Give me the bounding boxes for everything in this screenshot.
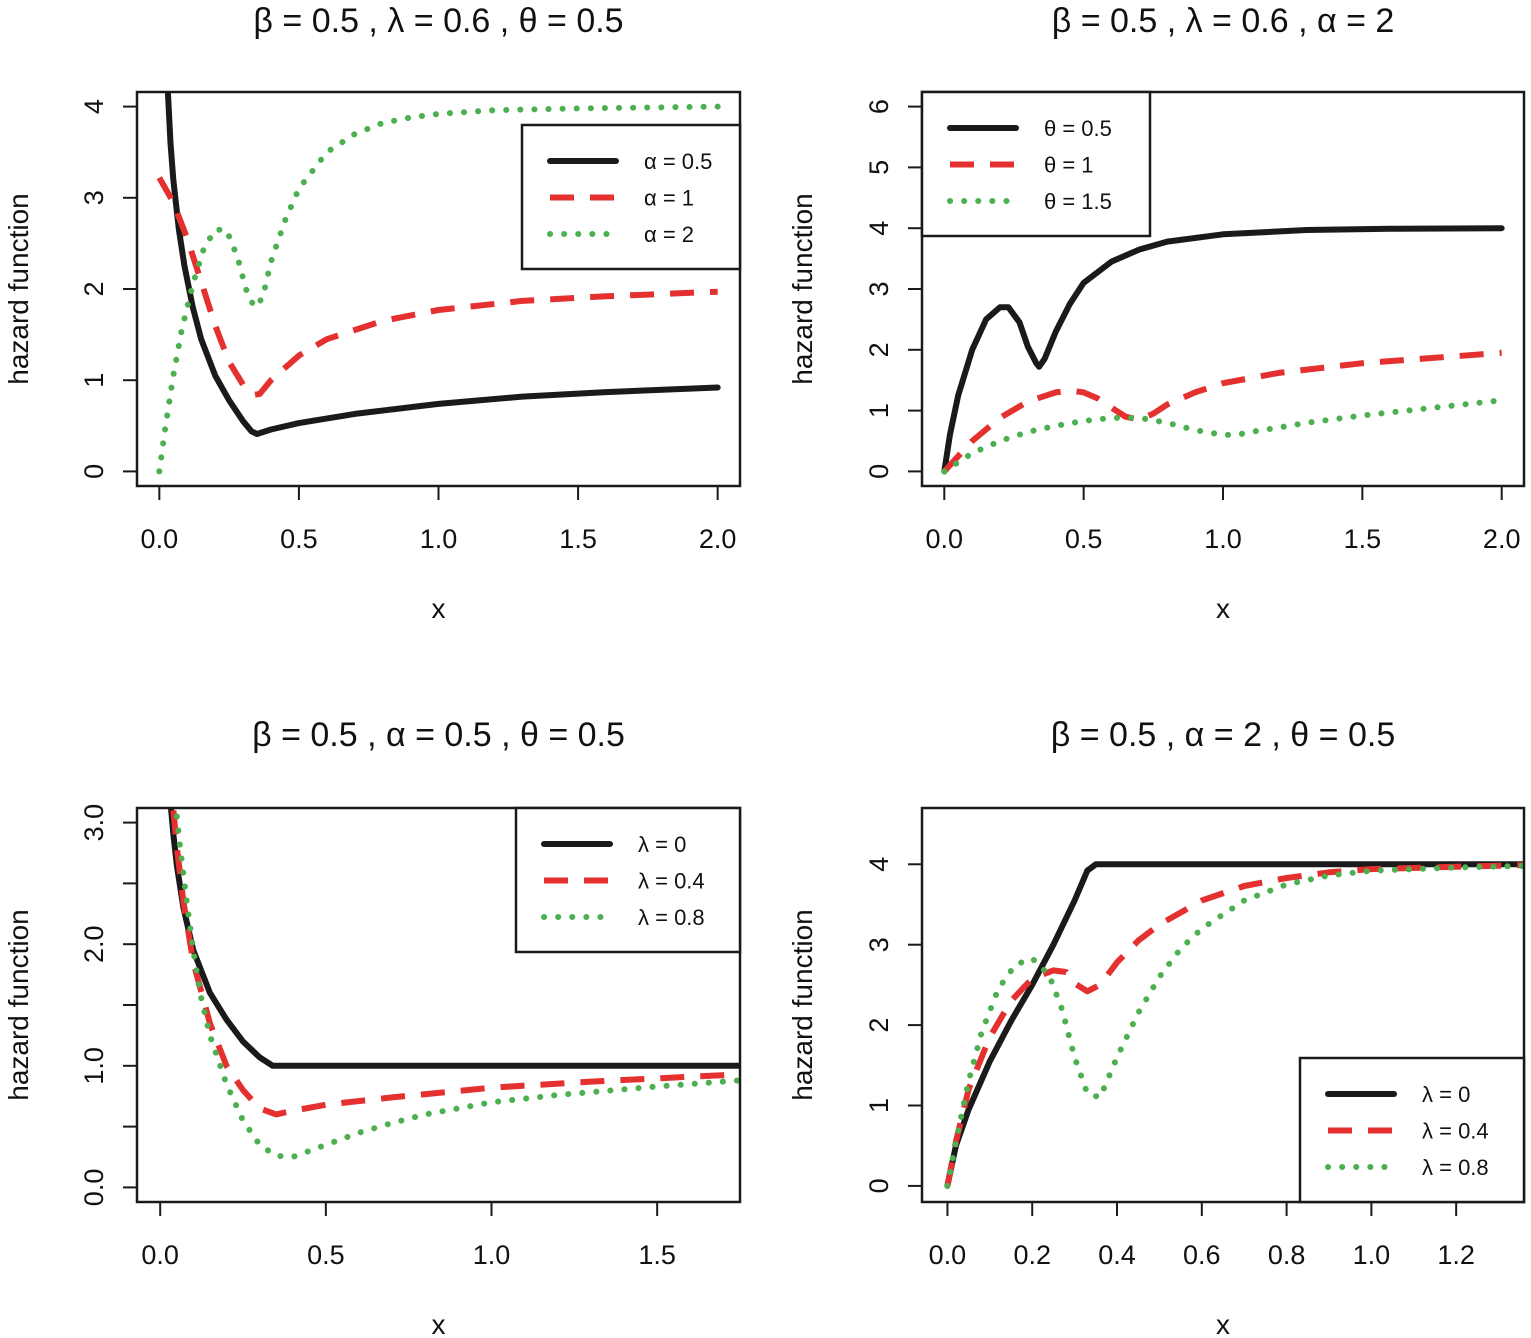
chart-title: β = 0.5 , α = 2 , θ = 0.5 [1051, 716, 1395, 754]
panel-bottom-right: β = 0.5 , α = 2 , θ = 0.5 0.0 0.2 0.4 0.6 0.8… [787, 716, 1526, 1338]
x-axis-label: x [432, 1309, 446, 1338]
x-tick-label: 0.0 [926, 524, 964, 554]
y-tick-label: 5 [864, 160, 894, 175]
x-axis-label: x [1216, 1309, 1230, 1338]
x-axis-label: x [432, 593, 446, 624]
x-tick-label: 2.0 [1483, 524, 1521, 554]
x-tick-label: 0.2 [1013, 1240, 1051, 1270]
series-line-2 [942, 349, 1502, 474]
y-tick-label: 3 [79, 190, 109, 205]
legend-label-1: θ = 0.5 [1044, 116, 1112, 141]
plot-frame [920, 806, 1526, 1204]
x-tick-label: 1.0 [1204, 524, 1242, 554]
legend: λ = 0 λ = 0.4 λ = 0.8 [1298, 1056, 1526, 1204]
x-axis-label: x [1216, 593, 1230, 624]
x-tick-label: 0.0 [141, 524, 179, 554]
x-tick-label: 0.5 [280, 524, 318, 554]
y-tick-label: 3.0 [79, 804, 109, 842]
y-tick-label: 2 [864, 342, 894, 357]
x-tick-label: 2.0 [699, 524, 737, 554]
series-line-2 [944, 862, 1524, 1187]
legend-label-2: θ = 1 [1044, 153, 1094, 178]
legend-label-2: α = 1 [644, 186, 694, 211]
x-tick-label: 0.0 [141, 1240, 179, 1270]
y-tick-label: 2.0 [79, 925, 109, 963]
series-line-2 [156, 176, 718, 398]
y-tick-label: 4 [79, 99, 109, 114]
chart-title: β = 0.5 , λ = 0.6 , θ = 0.5 [253, 2, 623, 40]
y-tick-label: 1 [864, 403, 894, 418]
y-tick-label: 1.0 [79, 1047, 109, 1085]
y-axis-label: hazard function [3, 193, 34, 384]
y-axis-label: hazard function [3, 909, 34, 1100]
y-tick-label: 3 [864, 937, 894, 952]
legend-label-3: θ = 1.5 [1044, 189, 1112, 214]
y-tick-label: 1 [79, 373, 109, 388]
x-tick-label: 1.5 [559, 524, 597, 554]
x-tick-label: 0.6 [1183, 1240, 1221, 1270]
legend-label-2: λ = 0.4 [638, 869, 705, 894]
y-tick-label: 2 [864, 1018, 894, 1033]
legend-label-1: λ = 0 [638, 832, 686, 857]
x-tick-label: 1.5 [638, 1240, 676, 1270]
y-tick-label: 0 [864, 1178, 894, 1193]
x-tick-label: 0.5 [307, 1240, 345, 1270]
legend-label-3: λ = 0.8 [638, 905, 705, 930]
x-tick-label: 1.0 [1353, 1240, 1391, 1270]
legend-label-3: λ = 0.8 [1422, 1155, 1489, 1180]
legend-label-3: α = 2 [644, 222, 694, 247]
y-tick-label: 4 [864, 857, 894, 872]
series-line-3 [173, 813, 740, 1160]
chart-title: β = 0.5 , λ = 0.6 , α = 2 [1052, 2, 1395, 40]
series-line-1 [941, 225, 1505, 475]
x-tick-label: 0.0 [929, 1240, 967, 1270]
panel-top-left: β = 0.5 , λ = 0.6 , θ = 0.5 0.0 0.5 1.0 1.5 2… [3, 2, 742, 624]
panel-top-right: β = 0.5 , λ = 0.6 , α = 2 0.0 0.5 1.0 1.5 2.0… [787, 2, 1526, 624]
series-line-3 [156, 103, 721, 475]
series-line-1 [944, 861, 1524, 1189]
x-tick-label: 0.4 [1098, 1240, 1136, 1270]
y-tick-label: 6 [864, 99, 894, 114]
panel-bottom-left: β = 0.5 , α = 0.5 , θ = 0.5 0.0 0.5 1.0 1.5 0… [3, 716, 742, 1338]
x-tick-label: 1.2 [1437, 1240, 1475, 1270]
x-tick-label: 0.8 [1268, 1240, 1306, 1270]
y-tick-label: 1 [864, 1098, 894, 1113]
legend-label-1: λ = 0 [1422, 1082, 1470, 1107]
y-tick-label: 2 [79, 281, 109, 296]
legend-label-2: λ = 0.4 [1422, 1119, 1489, 1144]
series-line-1 [164, 92, 721, 437]
legend-label-1: α = 0.5 [644, 149, 712, 174]
x-tick-label: 1.0 [420, 524, 458, 554]
y-axis-label: hazard function [787, 909, 818, 1100]
x-tick-label: 1.5 [1344, 524, 1382, 554]
y-tick-label: 0 [864, 464, 894, 479]
legend: α = 0.5 α = 1 α = 2 [520, 123, 742, 271]
series-line-3 [941, 397, 1505, 475]
y-tick-label: 3 [864, 281, 894, 296]
legend: λ = 0 λ = 0.4 λ = 0.8 [514, 806, 742, 954]
x-tick-label: 1.0 [473, 1240, 511, 1270]
chart-title: β = 0.5 , α = 0.5 , θ = 0.5 [252, 716, 625, 754]
y-tick-label: 0.0 [79, 1169, 109, 1207]
y-tick-label: 4 [864, 221, 894, 236]
x-tick-label: 0.5 [1065, 524, 1103, 554]
y-tick-label: 0 [79, 464, 109, 479]
y-axis-label: hazard function [787, 193, 818, 384]
legend: θ = 0.5 θ = 1 θ = 1.5 [920, 90, 1152, 238]
